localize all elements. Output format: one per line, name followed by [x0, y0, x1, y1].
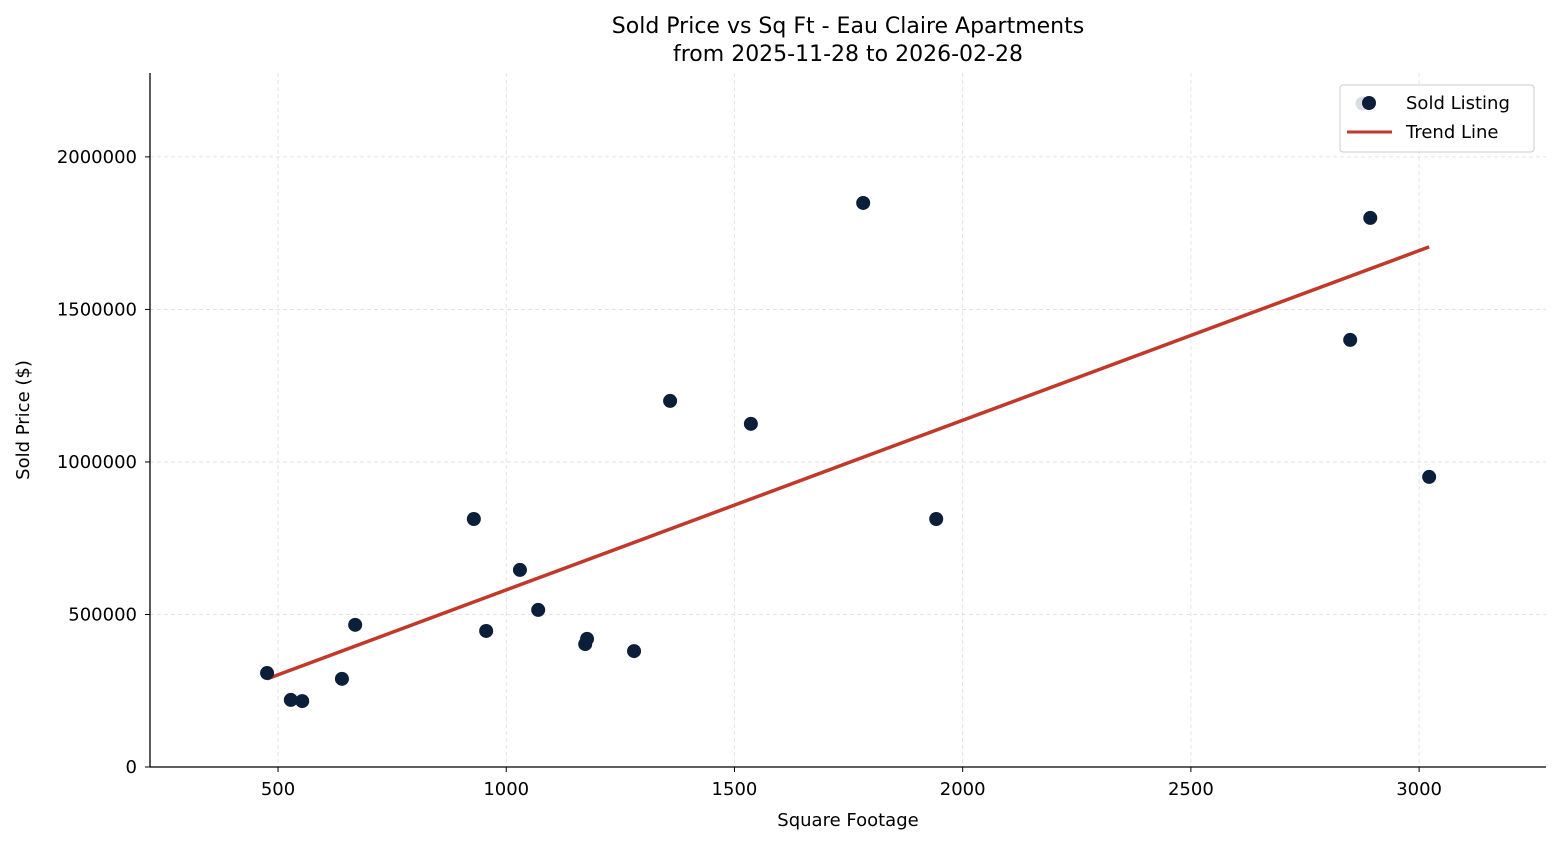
data-point	[295, 694, 310, 709]
y-axis-label: Sold Price ($)	[13, 360, 34, 480]
x-tick-label: 500	[261, 779, 295, 800]
data-point	[348, 617, 363, 632]
points-layer	[260, 96, 1437, 709]
x-tick-label: 3000	[1396, 779, 1442, 800]
data-point	[580, 631, 595, 646]
x-tick-label: 1500	[712, 779, 758, 800]
legend-label-sold-listing: Sold Listing	[1406, 93, 1510, 114]
legend-box	[1339, 84, 1535, 153]
data-point	[512, 562, 527, 577]
data-point	[260, 666, 275, 681]
data-point	[663, 393, 678, 408]
data-point	[334, 671, 349, 686]
x-tick-label: 1000	[483, 779, 529, 800]
data-point	[466, 511, 481, 526]
chart-subtitle: from 2025-11-28 to 2026-02-28	[673, 42, 1023, 67]
data-point	[283, 692, 298, 707]
y-tick-label: 500000	[68, 604, 137, 625]
data-point	[1343, 332, 1358, 347]
x-tick-label: 2500	[1168, 779, 1214, 800]
legend-marker-sold-listing	[1362, 96, 1376, 110]
data-point	[929, 511, 944, 526]
data-point	[743, 416, 758, 431]
y-tick-label: 1000000	[57, 452, 137, 473]
legend-label-trend-line: Trend Line	[1405, 122, 1499, 143]
trend-line-layer	[266, 245, 1430, 681]
data-point	[479, 623, 494, 638]
chart-title: Sold Price vs Sq Ft - Eau Claire Apartme…	[612, 14, 1084, 39]
grid	[150, 73, 1546, 767]
y-tick-label: 1500000	[57, 299, 137, 320]
trend-line	[266, 245, 1430, 681]
data-point	[1363, 210, 1378, 225]
y-tick-label: 2000000	[57, 147, 137, 168]
data-point	[627, 644, 642, 659]
legend: Sold Listing Trend Line	[1339, 84, 1535, 153]
data-point	[856, 195, 871, 210]
x-tick-label: 2000	[940, 779, 986, 800]
ticks: 500 1000 1500 2000 2500 3000 0 500000 1000000 150…	[57, 147, 1442, 800]
data-point	[1422, 469, 1437, 484]
x-axis-label: Square Footage	[777, 810, 918, 831]
data-point	[531, 602, 546, 617]
y-tick-label: 0	[126, 757, 137, 778]
